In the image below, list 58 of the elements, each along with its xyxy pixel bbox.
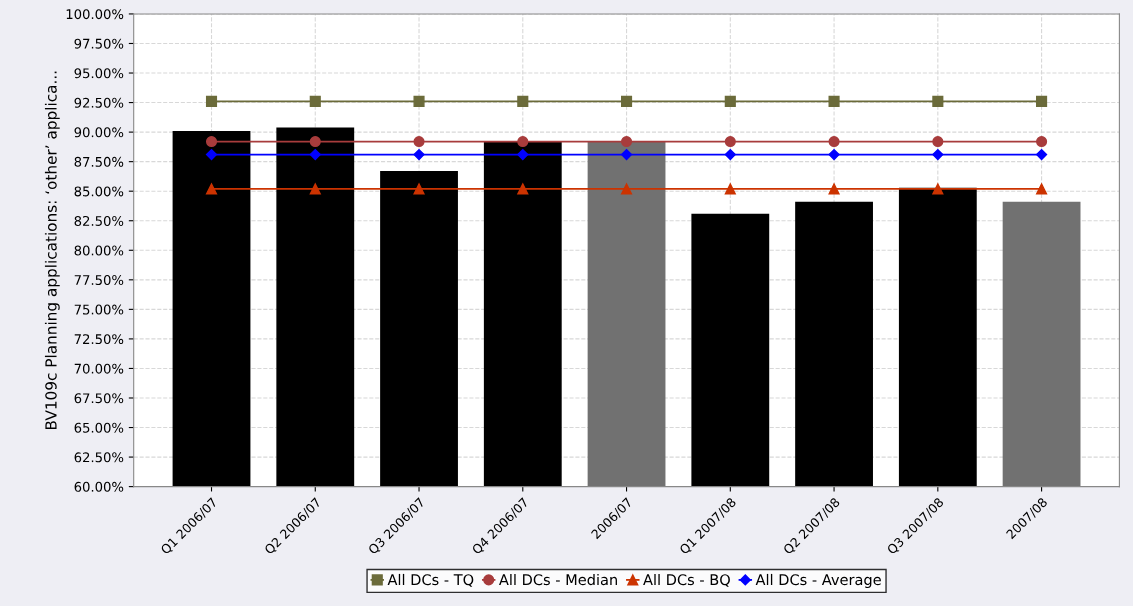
- point: [309, 148, 321, 161]
- point: [205, 148, 218, 161]
- point: [932, 95, 944, 107]
- point: [724, 183, 736, 195]
- y-tick-label: 90.00%: [74, 127, 124, 138]
- point: [1036, 136, 1048, 148]
- y-tick-label: 70.00%: [74, 363, 124, 374]
- legend-label: All DCs - TQ: [387, 573, 474, 587]
- point: [828, 136, 840, 148]
- point: [828, 148, 840, 161]
- y-tick-label: 95.00%: [74, 68, 124, 79]
- point: [205, 136, 218, 148]
- point: [620, 183, 633, 195]
- point: [413, 95, 425, 107]
- y-tick-label: 62.50%: [74, 452, 124, 463]
- point: [828, 95, 840, 107]
- y-tick-label: 85.00%: [74, 186, 124, 197]
- y-tick-label: 97.50%: [74, 38, 124, 49]
- point: [413, 183, 425, 195]
- point: [413, 148, 425, 161]
- point: [620, 136, 633, 148]
- point: [620, 148, 633, 161]
- y-tick-label: 100.00%: [66, 9, 124, 20]
- y-tick-label: 77.50%: [74, 275, 124, 286]
- point: [205, 95, 218, 107]
- point: [828, 183, 840, 195]
- point: [517, 148, 529, 161]
- point: [1036, 95, 1048, 107]
- point: [309, 95, 321, 107]
- point: [724, 148, 736, 161]
- point: [413, 136, 425, 148]
- point: [932, 183, 944, 195]
- point: [1036, 183, 1048, 195]
- y-tick-label: 67.50%: [74, 393, 124, 404]
- y-tick-label: 82.50%: [74, 215, 124, 226]
- legend-label: All DCs - Median: [499, 573, 617, 586]
- point: [309, 136, 321, 148]
- y-tick-label: 65.00%: [74, 422, 124, 433]
- point: [309, 183, 321, 195]
- point: [620, 95, 633, 107]
- point: [724, 136, 736, 148]
- legend-label: All DCs - BQ: [643, 573, 730, 587]
- point: [932, 148, 944, 161]
- y-tick-label: 92.50%: [74, 97, 124, 108]
- point: [205, 183, 218, 195]
- point: [517, 183, 529, 195]
- point: [724, 95, 736, 107]
- y-tick-label: 72.50%: [74, 334, 124, 345]
- y-tick-label: 60.00%: [74, 481, 124, 492]
- y-axis-title: BV109c Planning applications: ‘other’ applica...: [44, 71, 60, 430]
- y-tick-label: 75.00%: [74, 304, 124, 315]
- legend-label: All DCs - Average: [755, 573, 881, 589]
- point: [517, 136, 529, 148]
- point: [1035, 148, 1048, 161]
- y-tick-label: 87.50%: [74, 156, 124, 167]
- y-tick-label: 80.00%: [74, 245, 124, 256]
- point: [932, 136, 944, 148]
- point: [517, 95, 529, 107]
